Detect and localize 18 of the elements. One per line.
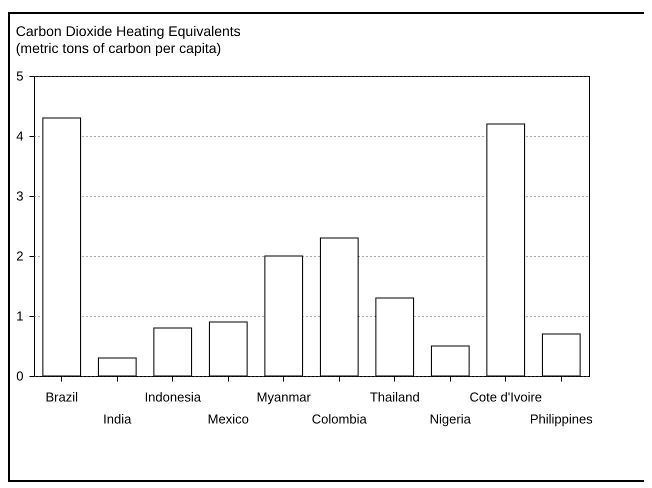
y-tick-label: 3 xyxy=(16,188,24,204)
y-tick-label: 2 xyxy=(16,248,24,264)
x-tick-label: Indonesia xyxy=(144,390,202,404)
x-tick-label: Brazil xyxy=(45,390,78,404)
x-tick-label: Philippines xyxy=(530,412,594,426)
y-tick-label: 0 xyxy=(16,368,24,384)
chart-title: Carbon Dioxide Heating Equivalents xyxy=(16,23,241,39)
x-tick-label: Nigeria xyxy=(430,412,472,426)
x-tick-label: Colombia xyxy=(312,412,368,426)
x-tick-label: Mexico xyxy=(208,412,249,426)
x-tick-label: Cote d'Ivoire xyxy=(469,390,542,404)
x-tick-label: Myanmar xyxy=(256,390,312,404)
y-tick-label: 4 xyxy=(16,128,24,144)
y-tick-label: 1 xyxy=(16,308,24,324)
x-tick-label: India xyxy=(103,412,132,426)
chart-subtitle: (metric tons of carbon per capita) xyxy=(16,40,222,56)
x-tick-label: Thailand xyxy=(370,390,420,404)
y-tick-label: 5 xyxy=(16,68,24,84)
